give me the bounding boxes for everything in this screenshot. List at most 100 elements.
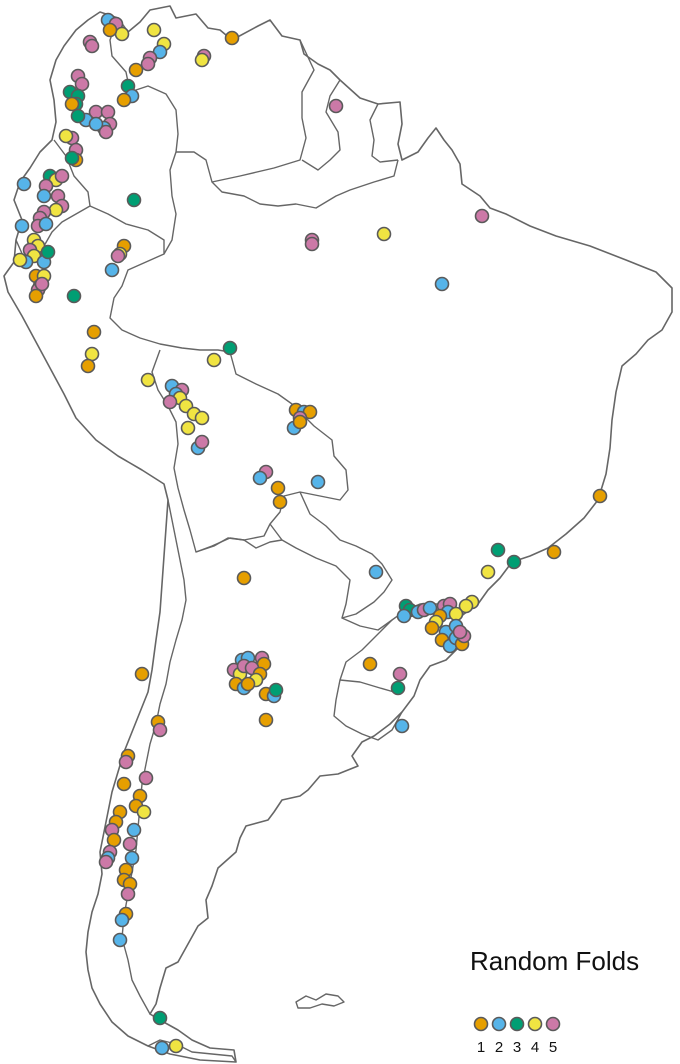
- sample-point-fold-3: [70, 108, 86, 124]
- sample-point-fold-4: [84, 346, 100, 362]
- sample-point-fold-1: [272, 494, 288, 510]
- border-argentina-north: [195, 537, 283, 553]
- sample-point-fold-1: [116, 92, 132, 108]
- sample-point-fold-1: [258, 712, 274, 728]
- sample-point-fold-5: [328, 98, 344, 114]
- sample-point-fold-1: [80, 358, 96, 374]
- sample-point-fold-2: [434, 276, 450, 292]
- border-brazil-north: [211, 159, 399, 209]
- sample-point-fold-4: [114, 26, 130, 42]
- falklands: [295, 993, 345, 1009]
- sample-point-fold-5: [34, 276, 50, 292]
- sample-point-fold-5: [110, 248, 126, 264]
- sample-point-fold-3: [490, 542, 506, 558]
- sample-point-fold-5: [140, 56, 156, 72]
- sample-point-fold-5: [118, 754, 134, 770]
- sample-point-fold-5: [122, 836, 138, 852]
- border-venezuela-guyana: [176, 39, 315, 183]
- sample-point-fold-2: [396, 608, 412, 624]
- sample-point-fold-5: [162, 394, 178, 410]
- sample-point-fold-5: [474, 208, 490, 224]
- sample-point-fold-1: [86, 324, 102, 340]
- legend-title: Random Folds: [470, 946, 640, 976]
- sample-point-fold-5: [74, 76, 90, 92]
- sample-point-fold-4: [206, 352, 222, 368]
- sample-point-fold-1: [28, 288, 44, 304]
- sample-point-fold-1: [240, 676, 256, 692]
- sample-point-fold-3: [66, 288, 82, 304]
- sample-point-fold-4: [146, 22, 162, 38]
- legend-label-3: 3: [513, 1039, 521, 1056]
- sample-point-fold-2: [124, 850, 140, 866]
- legend-label-5: 5: [549, 1039, 557, 1056]
- sample-point-fold-2: [310, 474, 326, 490]
- legend-swatch-5: [545, 1016, 561, 1032]
- border-colombia-venezuela: [109, 17, 179, 255]
- sample-point-fold-4: [168, 1038, 184, 1054]
- border-guyana-suriname: [301, 79, 341, 171]
- tierra-del-fuego: [147, 1039, 237, 1063]
- south-america-outline: [3, 5, 673, 1063]
- sample-point-fold-1: [362, 656, 378, 672]
- sample-point-fold-1: [116, 776, 132, 792]
- sample-point-fold-1: [102, 22, 118, 38]
- sample-point-fold-4: [12, 252, 28, 268]
- sample-point-fold-2: [14, 218, 30, 234]
- sample-point-fold-1: [592, 488, 608, 504]
- sample-point-fold-3: [222, 340, 238, 356]
- sample-point-fold-1: [424, 620, 440, 636]
- sample-point-fold-5: [98, 124, 114, 140]
- sample-point-fold-1: [134, 666, 150, 682]
- sample-point-fold-2: [36, 188, 52, 204]
- sample-point-fold-1: [236, 570, 252, 586]
- sample-point-fold-4: [140, 372, 156, 388]
- sample-point-fold-5: [54, 168, 70, 184]
- sample-point-fold-3: [268, 682, 284, 698]
- sample-point-fold-1: [270, 480, 286, 496]
- sample-point-fold-2: [126, 822, 142, 838]
- sample-point-fold-2: [154, 1040, 170, 1056]
- sample-point-fold-4: [180, 420, 196, 436]
- legend-swatch-4: [527, 1016, 543, 1032]
- sample-point-fold-3: [126, 192, 142, 208]
- sample-point-fold-5: [138, 770, 154, 786]
- sample-point-fold-5: [194, 434, 210, 450]
- sample-point-fold-1: [106, 832, 122, 848]
- sample-point-fold-4: [194, 52, 210, 68]
- sample-point-fold-4: [194, 410, 210, 426]
- border-peru-bolivia: [151, 349, 349, 553]
- legend-label-1: 1: [477, 1039, 485, 1056]
- border-argentina-inner: [339, 679, 395, 693]
- sample-point-fold-2: [252, 470, 268, 486]
- border-suriname-guiana: [369, 103, 399, 163]
- sample-points: [12, 12, 608, 1056]
- sample-point-fold-4: [458, 598, 474, 614]
- sample-point-fold-2: [104, 262, 120, 278]
- sample-point-fold-1: [224, 30, 240, 46]
- sample-point-fold-2: [368, 564, 384, 580]
- sample-point-fold-5: [152, 722, 168, 738]
- sample-point-fold-1: [128, 62, 144, 78]
- sample-point-fold-2: [114, 912, 130, 928]
- sample-point-fold-4: [58, 128, 74, 144]
- sample-point-fold-4: [136, 804, 152, 820]
- sample-point-fold-2: [422, 600, 438, 616]
- sample-point-fold-5: [98, 854, 114, 870]
- legend-label-4: 4: [531, 1039, 539, 1056]
- sample-point-fold-2: [16, 176, 32, 192]
- sample-point-fold-5: [120, 886, 136, 902]
- legend-swatch-3: [509, 1016, 525, 1032]
- sample-point-fold-5: [100, 104, 116, 120]
- sample-point-fold-3: [390, 680, 406, 696]
- sample-point-fold-1: [64, 96, 80, 112]
- sample-point-fold-4: [48, 202, 64, 218]
- sample-point-fold-2: [112, 932, 128, 948]
- sample-point-fold-1: [546, 544, 562, 560]
- border-bolivia-paraguay: [269, 491, 393, 619]
- sample-point-fold-2: [88, 116, 104, 132]
- legend-label-2: 2: [495, 1039, 503, 1056]
- legend-swatch-2: [491, 1016, 507, 1032]
